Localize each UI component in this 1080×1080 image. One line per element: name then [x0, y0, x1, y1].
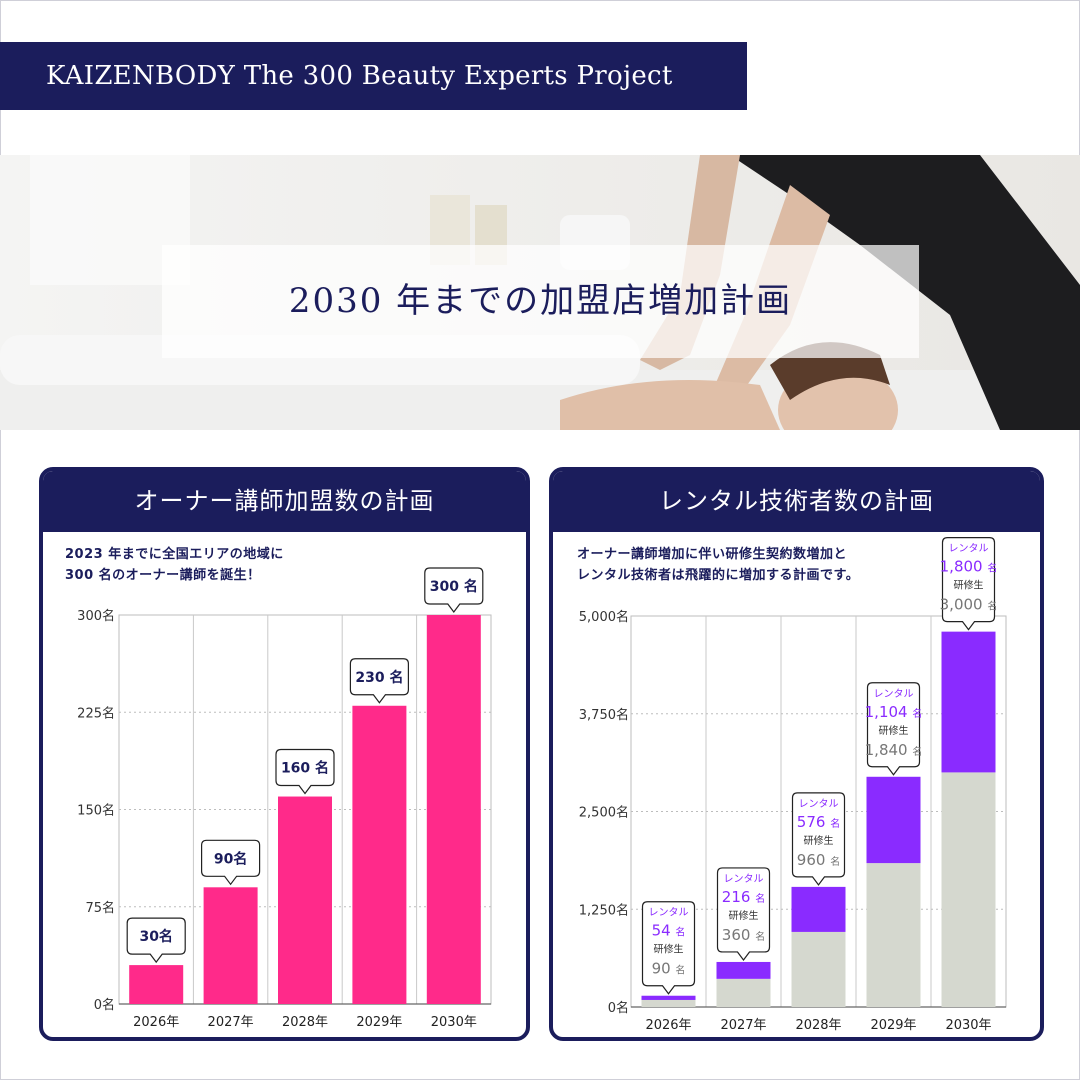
hero-title: 2030 年までの加盟店増加計画 [288, 281, 793, 321]
trainee-bar-segment [941, 772, 996, 1007]
owner-value-callout [275, 748, 335, 795]
owner-bar [278, 796, 332, 1004]
rental-series-name: レンタル [724, 873, 764, 885]
rental-value-callout [791, 792, 846, 886]
trainee-bar-segment [866, 863, 921, 1007]
rental-data-label: 1,800 名 [940, 558, 998, 576]
hero-banner: 2030 年までの加盟店増加計画 [0, 155, 1080, 430]
rental-data-label: 576 名 [797, 813, 840, 831]
trainee-data-label: 1,840 名 [865, 741, 923, 759]
owner-value-callout [349, 658, 409, 704]
x-category-label: 2030年 [431, 1015, 477, 1030]
owner-chart-header: オーナー講師加盟数の計画 [43, 471, 526, 532]
owner-data-label: 160 名 [281, 760, 329, 777]
owner-bar-chart: 0名 75名 150名 225名 300名 2026年 30名 2027年 90名 2028年 16… [77, 567, 492, 1030]
rental-chart-header: レンタル技術者数の計画 [553, 471, 1040, 532]
rental-value-callout [866, 682, 921, 776]
rental-note-line-2: レンタル技術者は飛躍的に増加する計画です。 [577, 568, 860, 583]
owner-value-callout [201, 839, 261, 886]
trainee-series-name: 研修生 [804, 834, 834, 847]
rental-data-label: 1,104 名 [865, 703, 923, 721]
rental-bar-segment [791, 886, 846, 932]
rental-bar-segment [641, 995, 696, 1000]
trainee-series-name: 研修生 [654, 943, 684, 956]
y-tick-label: 2,500名 [579, 805, 629, 821]
rental-data-label: 54 名 [652, 922, 686, 940]
x-category-label: 2028年 [795, 1018, 841, 1033]
owner-value-callout [126, 917, 186, 964]
rental-series-name: レンタル [949, 543, 989, 555]
y-tick-label: 3,750名 [579, 707, 629, 723]
rental-series-name: レンタル [874, 688, 914, 700]
x-category-label: 2029年 [870, 1018, 916, 1033]
owner-note-line-2: 300 名のオーナー講師を誕生！ [65, 568, 261, 583]
x-category-label: 2027年 [720, 1018, 766, 1033]
trainee-bar-segment [716, 978, 771, 1007]
rental-series-name: レンタル [799, 798, 839, 810]
y-tick-label: 300名 [77, 608, 115, 624]
owner-data-label: 90名 [214, 850, 247, 867]
rental-chart-note: オーナー講師増加に伴い研修生契約数増加と レンタル技術者は飛躍的に増加する計画で… [577, 544, 859, 586]
owner-chart-note: 2023 年までに全国エリアの地域に 300 名のオーナー講師を誕生！ [65, 544, 284, 586]
header-band: KAIZENBODY The 300 Beauty Experts Projec… [0, 42, 747, 110]
y-tick-label: 5,000名 [579, 609, 629, 625]
x-category-label: 2026年 [645, 1018, 691, 1033]
x-category-label: 2029年 [356, 1015, 402, 1030]
rental-bar-segment [866, 776, 921, 864]
owner-data-label: 300 名 [430, 578, 478, 595]
owner-bar [203, 887, 258, 1004]
x-category-label: 2028年 [282, 1015, 328, 1030]
trainee-bar-segment [641, 999, 696, 1007]
rental-data-label: 216 名 [722, 888, 765, 906]
rental-bar-segment [941, 631, 996, 773]
rental-value-callout [941, 537, 996, 631]
hero-title-box: 2030 年までの加盟店増加計画 [162, 245, 919, 358]
owner-bar [426, 615, 481, 1004]
trainee-data-label: 960 名 [797, 851, 840, 869]
owner-bar [129, 965, 184, 1004]
rental-note-line-1: オーナー講師増加に伴い研修生契約数増加と [577, 547, 848, 562]
rental-bar-segment [716, 961, 771, 979]
rental-value-callout [716, 867, 771, 961]
owner-chart-title: オーナー講師加盟数の計画 [134, 487, 435, 515]
trainee-series-name: 研修生 [954, 579, 984, 592]
x-category-label: 2027年 [208, 1015, 254, 1030]
trainee-series-name: 研修生 [729, 909, 759, 922]
rental-chart-panel: レンタル技術者数の計画 オーナー講師増加に伴い研修生契約数増加と レンタル技術者… [549, 467, 1044, 1041]
owner-data-label: 30名 [139, 928, 172, 945]
trainee-series-name: 研修生 [879, 724, 909, 737]
trainee-data-label: 90 名 [652, 960, 686, 978]
trainee-data-label: 3,000 名 [940, 596, 998, 614]
header-title: KAIZENBODY The 300 Beauty Experts Projec… [46, 61, 673, 91]
owner-chart-panel: オーナー講師加盟数の計画 2023 年までに全国エリアの地域に 300 名のオー… [39, 467, 530, 1041]
owner-value-callout [424, 567, 484, 613]
owner-data-label: 230 名 [355, 669, 403, 686]
rental-chart-title: レンタル技術者数の計画 [659, 487, 934, 515]
trainee-data-label: 360 名 [722, 926, 765, 944]
y-tick-label: 75名 [85, 900, 115, 916]
y-tick-label: 0名 [608, 1000, 629, 1016]
y-tick-label: 150名 [77, 803, 115, 819]
y-tick-label: 0名 [94, 997, 115, 1013]
y-tick-label: 225名 [77, 705, 115, 721]
owner-note-line-1: 2023 年までに全国エリアの地域に [65, 547, 284, 562]
owner-bar [352, 705, 407, 1004]
x-category-label: 2030年 [945, 1018, 991, 1033]
x-category-label: 2026年 [133, 1015, 179, 1030]
rental-value-callout [641, 901, 696, 995]
y-tick-label: 1,250名 [579, 902, 629, 918]
trainee-bar-segment [791, 931, 846, 1007]
rental-series-name: レンタル [649, 907, 689, 919]
